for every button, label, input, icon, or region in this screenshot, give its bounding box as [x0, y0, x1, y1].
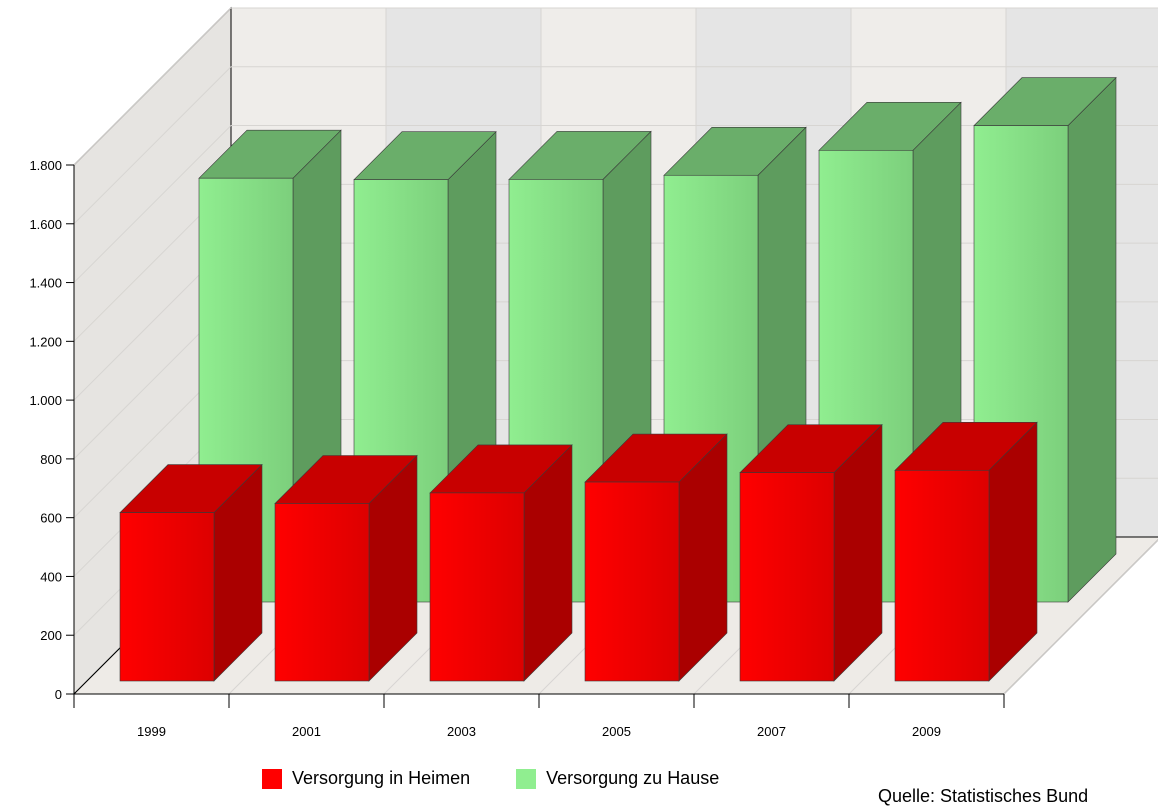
bar-heimen-2007 [739, 423, 883, 682]
bar-heimen-2003 [429, 444, 573, 682]
axes [66, 164, 1005, 708]
bar-heimen-2005-front [584, 481, 680, 682]
x-tick-label: 2007 [757, 724, 786, 739]
bar-heimen-2007-front [739, 472, 835, 682]
legend-label-zu-hause: Versorgung zu Hause [546, 768, 720, 788]
y-tick-label: 800 [40, 452, 62, 467]
x-tick-label: 1999 [137, 724, 166, 739]
gridline-floor [1003, 539, 1158, 695]
y-tick-label: 1.600 [29, 217, 62, 232]
y-tick-label: 0 [55, 687, 62, 702]
x-tick-label: 2009 [912, 724, 941, 739]
legend-item-zu-hause: Versorgung zu Hause [516, 768, 719, 789]
y-tick-label: 1.400 [29, 276, 62, 291]
bar-heimen-2003-front [429, 492, 525, 682]
bar-heimen-2009-front [894, 469, 990, 682]
y-tick-label: 1.000 [29, 393, 62, 408]
gridline-side [73, 66, 232, 225]
x-tick-label: 2005 [602, 724, 631, 739]
gridline-side [73, 7, 232, 166]
bar-heimen-2005 [584, 433, 728, 682]
bar-heimen-2001-front [274, 503, 370, 682]
bar-heimen-1999 [119, 463, 263, 682]
x-tick-label: 2003 [447, 724, 476, 739]
gridline-side [73, 125, 232, 283]
x-tick-label: 2001 [292, 724, 321, 739]
series-front-bars [119, 421, 1038, 682]
legend-swatch-zu-hause [516, 768, 537, 789]
y-tick-label: 1.800 [29, 158, 62, 173]
bar-heimen-2001 [274, 454, 418, 682]
y-tick-label: 200 [40, 628, 62, 643]
bar-zu-hause-2009-side [1067, 76, 1117, 603]
y-tick-label: 1.200 [29, 334, 62, 349]
source-note: Quelle: Statistisches Bund [878, 786, 1089, 806]
bar-heimen-1999-front [119, 512, 215, 682]
legend-swatch-heimen [262, 768, 282, 789]
tick-labels: 0 200 400 600 800 1.000 1.200 1.400 1.600 1.800 19… [29, 158, 941, 739]
legend: Versorgung in Heimen Versorgung zu Hause [262, 768, 765, 789]
y-tick-label: 600 [40, 511, 62, 526]
legend-item-heimen: Versorgung in Heimen [262, 768, 470, 789]
legend-label-heimen: Versorgung in Heimen [292, 768, 471, 788]
y-tick-label: 400 [40, 569, 62, 584]
bar-heimen-2009 [894, 421, 1038, 682]
